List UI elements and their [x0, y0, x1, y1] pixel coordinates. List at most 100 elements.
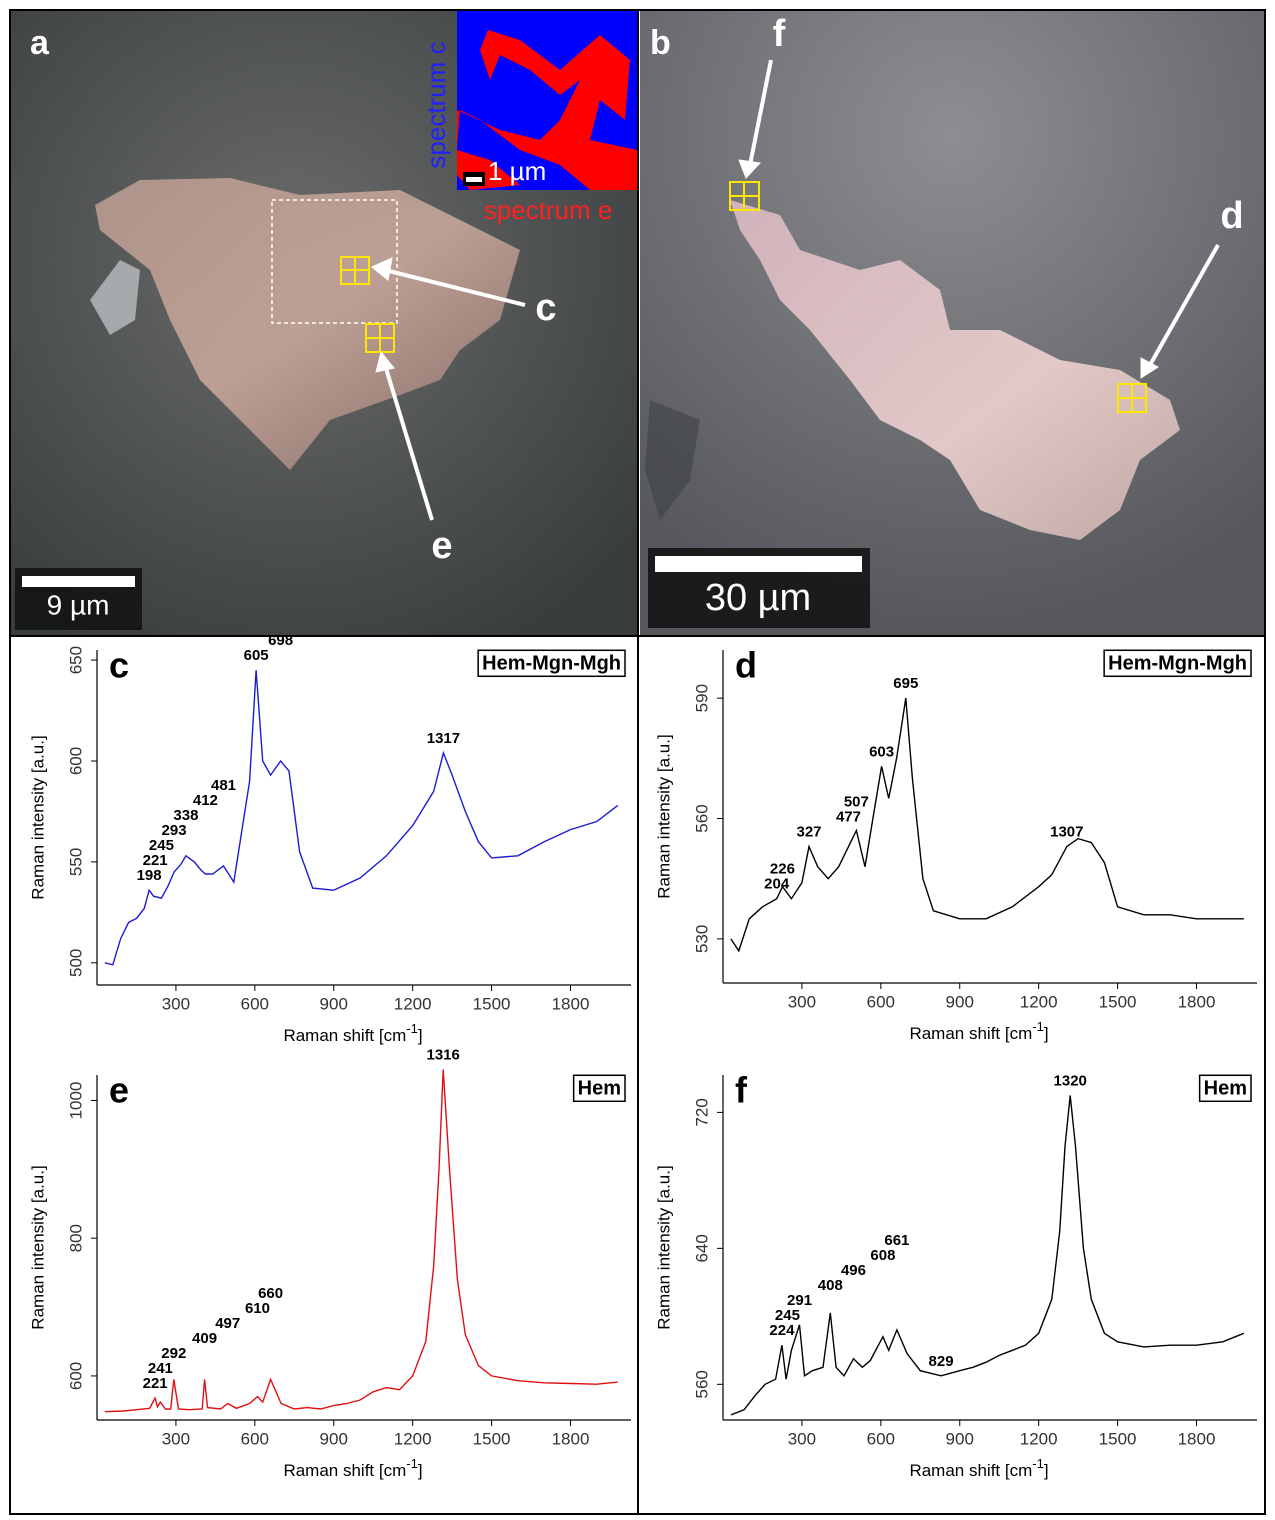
x-tick-label: 1500 [473, 1429, 511, 1448]
x-tick-label: 1800 [552, 1429, 590, 1448]
peak-label: 497 [215, 1315, 240, 1332]
chart: 560 640 720 300 600 900 1200 1500 1800 Raman inte… [654, 1070, 1257, 1481]
pointer-label: c [535, 287, 556, 329]
x-tick-label: 600 [867, 1429, 895, 1448]
photo-a: a 9 µm 1 µm spectrum c spectrum e c e [10, 10, 637, 635]
x-tick-label: 600 [241, 994, 269, 1013]
mineral-label: Hem-Mgn-Mgh [1108, 652, 1247, 674]
x-axis-label-tail: ] [1044, 1461, 1049, 1480]
peak-label: 698 [268, 632, 293, 649]
mineral-label: Hem [578, 1077, 621, 1099]
x-tick-label: 600 [867, 992, 895, 1011]
peak-label: 292 [161, 1345, 186, 1362]
panel-label: f [735, 1070, 748, 1111]
peak-label: 603 [869, 743, 894, 760]
peak-label: 412 [193, 792, 218, 809]
figure: a 9 µm 1 µm spectrum c spectrum e c e b … [0, 0, 1275, 1515]
y-tick-label: 550 [66, 848, 85, 876]
peak-label: 481 [211, 777, 236, 794]
x-axis-label-sup: -1 [406, 1021, 418, 1036]
peak-label: 245 [775, 1307, 800, 1324]
y-tick-label: 500 [66, 949, 85, 977]
peak-label: 507 [844, 794, 869, 811]
panel-label: d [735, 645, 757, 686]
peak-label: 226 [770, 861, 795, 878]
x-tick-label: 1500 [473, 994, 511, 1013]
peak-label: 241 [148, 1360, 173, 1377]
x-tick-label: 1200 [1020, 1429, 1058, 1448]
inset-legend-e: spectrum e [484, 195, 613, 225]
mineral-label: Hem [1204, 1077, 1247, 1099]
scale-bar-label: 9 µm [47, 589, 110, 620]
x-tick-label: 1500 [1099, 1429, 1137, 1448]
x-tick-label: 300 [162, 1429, 190, 1448]
x-tick-label: 900 [946, 1429, 974, 1448]
peak-label: 829 [929, 1353, 954, 1370]
x-tick-label: 1800 [1178, 1429, 1216, 1448]
x-tick-label: 1800 [1178, 992, 1216, 1011]
panel-label: c [109, 645, 129, 686]
x-axis-label-sup: -1 [1032, 1019, 1044, 1034]
photo-b: b 30 µm f d [640, 10, 1265, 635]
peak-label: 1307 [1050, 824, 1083, 841]
y-tick-label: 1000 [66, 1082, 85, 1120]
x-axis-label-sup: -1 [406, 1456, 418, 1471]
x-tick-label: 600 [241, 1429, 269, 1448]
inset-scale-label: 1 µm [488, 156, 546, 186]
x-axis-label-text: Raman shift [cm [283, 1026, 406, 1045]
y-tick-label: 560 [692, 804, 711, 832]
panel-label: e [109, 1070, 129, 1111]
x-tick-label: 1500 [1099, 992, 1137, 1011]
peak-label: 293 [162, 822, 187, 839]
spectrum-line [731, 1095, 1244, 1415]
x-axis-label-text: Raman shift [cm [283, 1461, 406, 1480]
y-tick-label: 530 [692, 925, 711, 953]
x-tick-label: 300 [788, 1429, 816, 1448]
peak-label: 608 [870, 1247, 895, 1264]
y-axis-label: Raman intensity [a.u.] [28, 1165, 47, 1329]
peak-label: 204 [764, 876, 790, 893]
pointer-label: d [1220, 195, 1243, 237]
inset-legend-c: spectrum c [421, 41, 451, 168]
y-tick-label: 720 [692, 1098, 711, 1126]
x-tick-label: 300 [788, 992, 816, 1011]
x-axis-label-text: Raman shift [cm [909, 1024, 1032, 1043]
scale-bar-label: 30 µm [705, 577, 811, 619]
x-axis-label-tail: ] [418, 1026, 423, 1045]
x-axis-label: Raman shift [cm-1] [283, 1456, 422, 1480]
x-tick-label: 1800 [552, 994, 590, 1013]
pointer-label: e [431, 525, 452, 567]
peak-label: 1320 [1054, 1072, 1087, 1089]
y-tick-label: 640 [692, 1234, 711, 1262]
peak-label: 496 [841, 1262, 866, 1279]
y-tick-label: 600 [66, 747, 85, 775]
peak-label: 610 [245, 1300, 270, 1317]
x-tick-label: 900 [320, 1429, 348, 1448]
y-tick-label: 590 [692, 684, 711, 712]
x-tick-label: 900 [320, 994, 348, 1013]
y-tick-label: 650 [66, 646, 85, 674]
x-tick-label: 1200 [394, 994, 432, 1013]
peak-label: 338 [173, 807, 198, 824]
pointer-label: f [773, 13, 786, 55]
y-tick-label: 560 [692, 1370, 711, 1398]
x-tick-label: 1200 [1020, 992, 1058, 1011]
mineral-label: Hem-Mgn-Mgh [482, 652, 621, 674]
x-axis-label-sup: -1 [1032, 1456, 1044, 1471]
x-axis-label: Raman shift [cm-1] [909, 1456, 1048, 1480]
y-axis-label: Raman intensity [a.u.] [28, 735, 47, 899]
peak-label: 221 [143, 1375, 168, 1392]
y-tick-label: 600 [66, 1362, 85, 1390]
peak-label: 1317 [427, 730, 460, 747]
y-axis-label: Raman intensity [a.u.] [654, 1165, 673, 1329]
panel-label: a [30, 24, 50, 62]
x-axis-label-tail: ] [1044, 1024, 1049, 1043]
peak-label: 409 [192, 1330, 217, 1347]
y-tick-label: 800 [66, 1224, 85, 1252]
peak-label: 605 [244, 647, 269, 664]
peak-label: 327 [797, 824, 822, 841]
x-axis-label-tail: ] [418, 1461, 423, 1480]
